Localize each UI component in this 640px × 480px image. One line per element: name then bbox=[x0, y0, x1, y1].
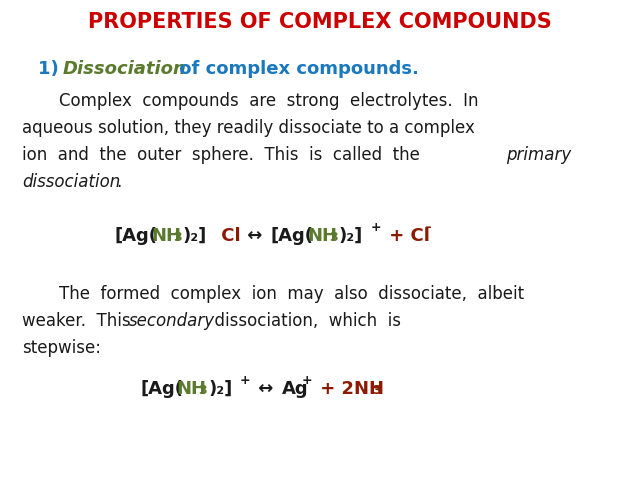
Text: Cl: Cl bbox=[215, 227, 241, 245]
Text: .: . bbox=[116, 173, 121, 191]
Text: ↔: ↔ bbox=[252, 380, 280, 398]
Text: stepwise:: stepwise: bbox=[22, 339, 101, 357]
Text: weaker.  This: weaker. This bbox=[22, 312, 136, 330]
Text: PROPERTIES OF COMPLEX COMPOUNDS: PROPERTIES OF COMPLEX COMPOUNDS bbox=[88, 12, 552, 32]
Text: Dissociation: Dissociation bbox=[63, 60, 187, 78]
Text: NH: NH bbox=[307, 227, 337, 245]
Text: 1): 1) bbox=[38, 60, 65, 78]
Text: [Ag(: [Ag( bbox=[271, 227, 314, 245]
Text: primary: primary bbox=[506, 146, 572, 164]
Text: Ag: Ag bbox=[282, 380, 308, 398]
Text: 3: 3 bbox=[329, 231, 338, 244]
Text: + 2NH: + 2NH bbox=[314, 380, 384, 398]
Text: secondary: secondary bbox=[129, 312, 215, 330]
Text: 3: 3 bbox=[198, 384, 207, 397]
Text: ↔: ↔ bbox=[241, 227, 269, 245]
Text: )₂]: )₂] bbox=[339, 227, 364, 245]
Text: NH: NH bbox=[176, 380, 206, 398]
Text: 3: 3 bbox=[372, 384, 381, 397]
Text: –: – bbox=[421, 221, 431, 234]
Text: [Ag(: [Ag( bbox=[115, 227, 158, 245]
Text: +: + bbox=[371, 221, 381, 234]
Text: 3: 3 bbox=[173, 231, 182, 244]
Text: )₂]: )₂] bbox=[183, 227, 207, 245]
Text: [Ag(: [Ag( bbox=[140, 380, 183, 398]
Text: dissociation,  which  is: dissociation, which is bbox=[204, 312, 401, 330]
Text: ion  and  the  outer  sphere.  This  is  called  the: ion and the outer sphere. This is called… bbox=[22, 146, 425, 164]
Text: )₂]: )₂] bbox=[208, 380, 232, 398]
Text: dissociation: dissociation bbox=[22, 173, 120, 191]
Text: +: + bbox=[240, 374, 251, 387]
Text: + Cl: + Cl bbox=[383, 227, 430, 245]
Text: NH: NH bbox=[151, 227, 181, 245]
Text: +: + bbox=[302, 374, 312, 387]
Text: of complex compounds.: of complex compounds. bbox=[173, 60, 419, 78]
Text: aqueous solution, they readily dissociate to a complex: aqueous solution, they readily dissociat… bbox=[22, 119, 475, 137]
Text: The  formed  complex  ion  may  also  dissociate,  albeit: The formed complex ion may also dissocia… bbox=[38, 285, 524, 303]
Text: Complex  compounds  are  strong  electrolytes.  In: Complex compounds are strong electrolyte… bbox=[38, 92, 479, 110]
